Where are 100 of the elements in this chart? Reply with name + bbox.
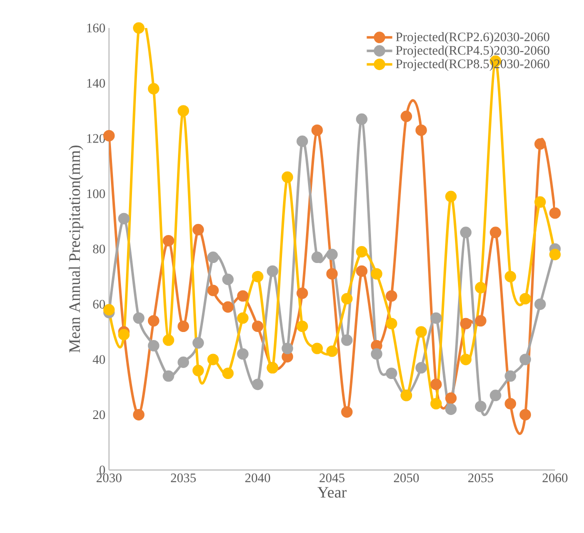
point: [341, 292, 353, 304]
y-axis-title: Mean Annual Precipitation(mm): [68, 146, 84, 353]
point: [534, 298, 546, 310]
point: [222, 274, 234, 286]
point: [474, 400, 486, 412]
point: [192, 224, 204, 236]
point: [504, 270, 516, 282]
point: [237, 290, 249, 302]
point: [162, 370, 174, 382]
point: [549, 207, 561, 219]
point: [311, 124, 323, 136]
x-tick-label: 2030: [96, 474, 122, 482]
y-tick-label: 40: [92, 355, 105, 364]
x-tick-label: 2055: [468, 474, 494, 482]
point: [370, 348, 382, 360]
point: [460, 226, 472, 238]
point: [445, 403, 457, 415]
point: [118, 328, 130, 340]
point: [356, 113, 368, 125]
x-tick-label: 2045: [320, 474, 344, 482]
point: [490, 390, 502, 402]
y-tick-label: 100: [87, 189, 105, 198]
point: [415, 362, 427, 374]
point: [415, 124, 427, 136]
legend-label: Projected(RCP4.5)2030-2060: [396, 46, 550, 58]
point: [296, 136, 308, 147]
point: [386, 368, 398, 380]
point: [222, 301, 234, 313]
point: [430, 378, 442, 390]
point: [178, 356, 190, 368]
point: [192, 337, 204, 349]
legend-label: Projected(RCP2.6)2030-2060: [396, 32, 550, 44]
point: [341, 334, 353, 346]
point: [282, 342, 294, 354]
point: [445, 190, 457, 202]
point: [133, 409, 144, 420]
point: [296, 320, 308, 332]
point: [460, 318, 472, 330]
point: [148, 315, 160, 327]
point: [326, 268, 338, 280]
point: [282, 171, 294, 183]
point: [520, 354, 531, 366]
point: [445, 392, 457, 404]
x-axis-title: Year: [317, 487, 347, 498]
y-tick-label: 140: [87, 78, 105, 88]
point: [148, 340, 160, 352]
point: [534, 196, 546, 208]
point: [192, 364, 204, 376]
point: [252, 270, 264, 282]
point: [133, 22, 144, 34]
point: [326, 248, 338, 260]
y-tick-label: 0: [100, 466, 105, 474]
point: [207, 354, 219, 366]
point: [490, 226, 502, 238]
point: [178, 320, 190, 332]
x-tick-label: 2050: [394, 474, 419, 482]
point: [430, 312, 442, 324]
point: [266, 265, 278, 277]
point: [207, 284, 219, 296]
point: [474, 315, 486, 327]
point: [370, 268, 382, 280]
point: [386, 318, 398, 330]
y-tick-label: 80: [93, 244, 105, 254]
point: [326, 345, 338, 357]
point: [311, 342, 323, 354]
y-tick-label: 60: [93, 300, 105, 309]
point: [400, 110, 412, 122]
x-tick-label: 2035: [170, 474, 196, 482]
point: [222, 368, 234, 380]
point: [237, 348, 249, 360]
point: [103, 304, 115, 316]
point: [534, 138, 546, 150]
point: [356, 265, 368, 277]
point: [504, 398, 516, 410]
point: [504, 370, 516, 382]
point: [162, 334, 174, 346]
point: [162, 234, 174, 246]
point: [311, 252, 323, 263]
x-tick-label: 2060: [542, 474, 568, 482]
point: [386, 290, 398, 302]
point: [118, 212, 130, 224]
point: [520, 409, 531, 420]
point: [207, 252, 219, 263]
y-tick-label: 20: [93, 410, 105, 420]
point: [430, 398, 442, 410]
point: [520, 292, 531, 304]
point: [460, 354, 472, 366]
point: [252, 320, 264, 332]
y-tick-label: 160: [87, 24, 105, 32]
point: [148, 83, 160, 94]
point: [341, 406, 353, 418]
point: [178, 105, 190, 117]
point: [549, 248, 561, 260]
point: [133, 312, 144, 324]
point: [356, 246, 368, 258]
x-tick-label: 2040: [245, 474, 270, 482]
point: [474, 282, 486, 294]
point: [296, 287, 308, 299]
point: [237, 312, 249, 324]
point: [252, 378, 264, 390]
